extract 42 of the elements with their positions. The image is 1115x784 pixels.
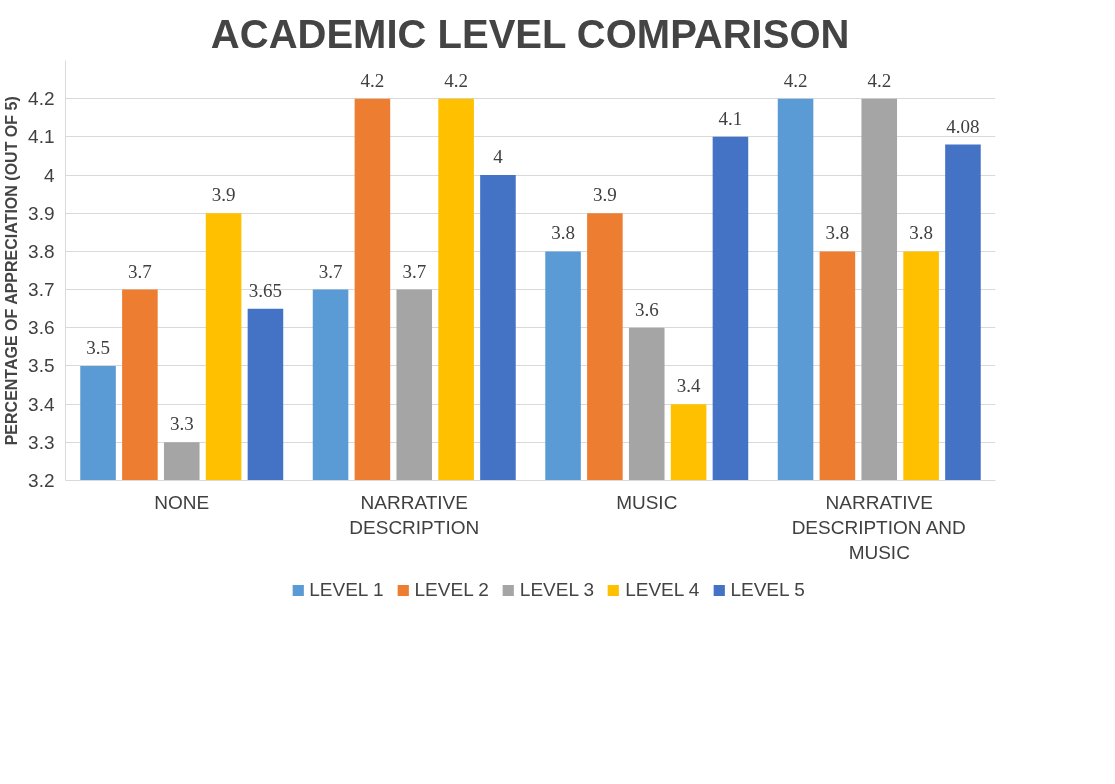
data-label: 3.9 — [593, 184, 617, 206]
data-label: 3.3 — [169, 413, 194, 435]
y-tick-label: 3.2 — [28, 470, 55, 491]
data-label: 3.7 — [128, 260, 152, 282]
legend-label: LEVEL 1 — [309, 579, 384, 601]
y-tick-label: 3.3 — [28, 431, 55, 453]
data-label: 4.2 — [867, 69, 892, 91]
legend-label: LEVEL 4 — [625, 579, 700, 601]
y-tick-label: 4.1 — [28, 126, 55, 148]
x-tick-label: NONE — [154, 491, 210, 513]
y-tick-label: 3.4 — [28, 393, 55, 415]
data-label: 4.1 — [718, 107, 743, 129]
data-label: 3.65 — [248, 279, 283, 301]
data-label: 3.8 — [909, 222, 933, 244]
chart-title: ACADEMIC LEVEL COMPARISON — [210, 11, 850, 56]
y-tick-label: 3.5 — [28, 355, 55, 377]
data-label: 4.2 — [444, 69, 468, 91]
data-label: 3.6 — [634, 298, 659, 320]
data-label: 3.9 — [211, 184, 236, 206]
y-axis-title: PERCENTAGE OF APPRECIATION (OUT OF 5) — [3, 96, 21, 446]
data-label: 3.5 — [86, 336, 110, 358]
y-tick-label: 3.8 — [28, 240, 55, 262]
data-label: 3.7 — [402, 260, 427, 282]
legend-label: LEVEL 5 — [730, 579, 805, 601]
data-label: 3.8 — [825, 222, 850, 244]
y-tick-label: 3.6 — [28, 317, 55, 339]
data-label: 4.2 — [783, 69, 808, 91]
x-tick-label: MUSIC — [616, 491, 678, 513]
data-label: 4 — [493, 146, 504, 168]
y-tick-label: 4.2 — [28, 88, 55, 110]
data-label: 4.08 — [946, 115, 980, 137]
data-label: 4.2 — [360, 69, 385, 91]
x-tick-label: NARRATIVE DESCRIPTION — [349, 491, 480, 538]
legend-label: LEVEL 2 — [414, 579, 489, 601]
x-tick-label: NARRATIVE DESCRIPTION AND MUSIC — [791, 491, 966, 563]
y-tick-label: 3.7 — [28, 279, 55, 301]
legend-label: LEVEL 3 — [519, 579, 595, 601]
data-label: 3.7 — [318, 260, 343, 282]
y-tick-label: 4 — [43, 164, 55, 186]
y-tick-label: 3.9 — [28, 202, 55, 224]
data-label: 3.8 — [551, 222, 575, 244]
data-label: 3.4 — [676, 375, 701, 397]
